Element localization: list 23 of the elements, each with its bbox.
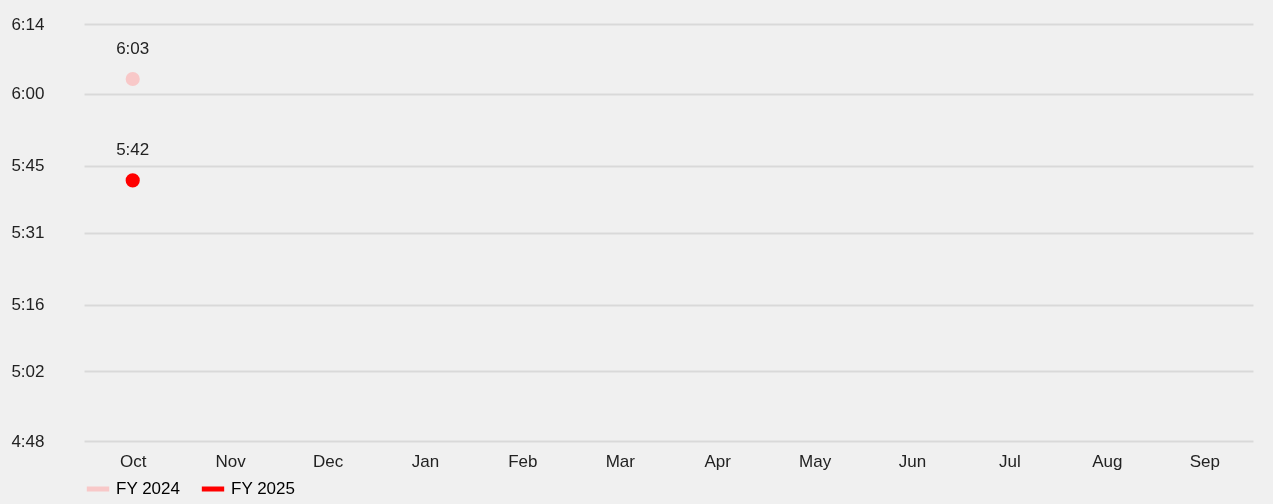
x-tick-label: Sep (1189, 451, 1220, 471)
legend-label: FY 2024 (116, 479, 180, 498)
y-tick-label: 5:16 (11, 295, 45, 315)
x-tick-label: Jun (898, 451, 927, 471)
legend-label: FY 2025 (231, 479, 295, 498)
x-tick-label: Dec (312, 451, 344, 471)
x-tick-label: Aug (1092, 451, 1123, 471)
y-tick-label: 6:00 (11, 84, 45, 103)
x-tick-label: Jul (999, 451, 1021, 471)
y-tick-label: 4:48 (11, 431, 45, 451)
x-tick-label: Nov (215, 451, 247, 471)
x-tick-label: Feb (508, 451, 538, 471)
data-label: 5:42 (116, 140, 150, 160)
x-tick-label: Apr (704, 451, 732, 471)
x-tick-label: Jan (411, 451, 440, 471)
y-tick-label: 5:31 (11, 223, 45, 242)
x-tick-label: Mar (605, 451, 636, 471)
y-tick-label: 5:02 (11, 362, 45, 381)
data-label: 6:03 (116, 39, 150, 59)
x-tick-label: May (799, 451, 832, 471)
y-tick-label: 5:45 (11, 156, 45, 176)
x-tick-label: Oct (119, 451, 147, 471)
y-tick-label: 6:14 (11, 14, 45, 34)
